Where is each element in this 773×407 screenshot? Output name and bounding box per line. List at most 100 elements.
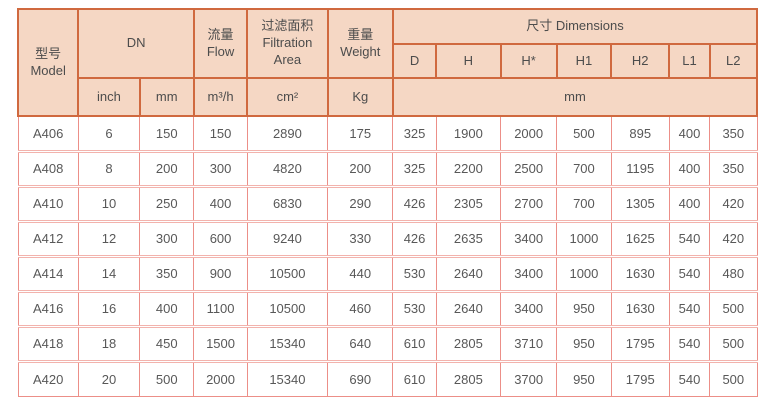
cell-dim-h2: 1630 xyxy=(610,289,670,327)
cell-dn-mm: 150 xyxy=(139,115,195,152)
header-flow: 流量 Flow xyxy=(192,8,249,79)
unit-dimensions-mm: mm xyxy=(391,77,759,117)
cell-weight: 290 xyxy=(327,184,394,222)
table-header: 型号 Model DN 流量 Flow 过滤面积 Filtration Area… xyxy=(16,8,759,117)
cell-dim-l2: 350 xyxy=(709,115,758,152)
table-row: A408 8 200 300 4820 200 325 2200 2500 70… xyxy=(17,149,758,187)
cell-dim-h2: 1625 xyxy=(610,219,670,257)
header-model: 型号 Model xyxy=(16,8,80,117)
cell-dim-d: 325 xyxy=(392,149,437,187)
cell-flow: 150 xyxy=(193,115,248,152)
cell-dn-inch: 18 xyxy=(77,324,141,362)
table-row: A406 6 150 150 2890 175 325 1900 2000 50… xyxy=(17,115,758,152)
cell-dim-d: 530 xyxy=(392,289,437,327)
cell-dim-l1: 540 xyxy=(668,254,711,292)
cell-filtration-area: 4820 xyxy=(246,149,329,187)
cell-filtration-area: 10500 xyxy=(246,254,329,292)
cell-dn-inch: 14 xyxy=(77,254,141,292)
cell-dim-l1: 400 xyxy=(668,184,711,222)
cell-dim-d: 325 xyxy=(392,115,437,152)
cell-dim-hstar: 3700 xyxy=(499,359,558,397)
cell-dim-l1: 540 xyxy=(668,219,711,257)
header-dim-h: H xyxy=(435,43,502,79)
cell-flow: 2000 xyxy=(193,359,248,397)
unit-dn-inch: inch xyxy=(77,77,141,117)
cell-dim-hstar: 3400 xyxy=(499,254,558,292)
cell-filtration-area: 9240 xyxy=(246,219,329,257)
cell-dim-h1: 1000 xyxy=(556,254,612,292)
cell-filtration-area: 6830 xyxy=(246,184,329,222)
cell-dim-hstar: 3400 xyxy=(499,289,558,327)
cell-model: A418 xyxy=(17,324,79,362)
cell-weight: 330 xyxy=(327,219,394,257)
unit-area: cm² xyxy=(246,77,329,117)
cell-dim-l2: 500 xyxy=(709,359,758,397)
cell-dim-l2: 500 xyxy=(709,324,758,362)
cell-weight: 175 xyxy=(327,115,394,152)
cell-dim-l1: 540 xyxy=(668,289,711,327)
cell-dim-hstar: 3710 xyxy=(499,324,558,362)
cell-weight: 440 xyxy=(327,254,394,292)
cell-flow: 300 xyxy=(193,149,248,187)
cell-dim-l2: 350 xyxy=(709,149,758,187)
cell-dim-l1: 540 xyxy=(668,359,711,397)
cell-dim-h: 1900 xyxy=(435,115,502,152)
header-row-units: inch mm m³/h cm² Kg mm xyxy=(18,77,759,117)
cell-dim-d: 530 xyxy=(392,254,437,292)
header-dim-h2: H2 xyxy=(610,43,671,79)
cell-dn-mm: 300 xyxy=(139,219,195,257)
cell-model: A414 xyxy=(17,254,79,292)
cell-dim-h2: 1795 xyxy=(610,359,670,397)
cell-dn-inch: 16 xyxy=(77,289,141,327)
cell-dim-h1: 950 xyxy=(556,289,612,327)
header-dim-l2: L2 xyxy=(708,43,759,79)
cell-dim-h1: 700 xyxy=(556,149,612,187)
cell-dim-h2: 1630 xyxy=(610,254,670,292)
cell-dim-l1: 400 xyxy=(668,149,711,187)
table-row: A418 18 450 1500 15340 640 610 2805 3710… xyxy=(17,324,758,362)
cell-dim-l2: 500 xyxy=(709,289,758,327)
cell-model: A412 xyxy=(17,219,79,257)
header-dimensions: 尺寸 Dimensions xyxy=(391,8,759,45)
cell-flow: 900 xyxy=(193,254,248,292)
cell-dim-d: 610 xyxy=(392,324,437,362)
table-row: A410 10 250 400 6830 290 426 2305 2700 7… xyxy=(17,184,758,222)
cell-dim-h2: 1195 xyxy=(610,149,670,187)
unit-weight: Kg xyxy=(326,77,394,117)
cell-dim-h1: 500 xyxy=(556,115,612,152)
header-row-dimension-columns: D H H* H1 H2 L1 L2 xyxy=(18,43,759,79)
spec-table: 型号 Model DN 流量 Flow 过滤面积 Filtration Area… xyxy=(16,8,759,397)
cell-dim-d: 426 xyxy=(392,219,437,257)
cell-dim-l2: 420 xyxy=(709,219,758,257)
cell-dn-inch: 8 xyxy=(77,149,141,187)
header-dim-l1: L1 xyxy=(668,43,711,79)
cell-weight: 200 xyxy=(327,149,394,187)
cell-model: A408 xyxy=(17,149,79,187)
cell-dim-h1: 950 xyxy=(556,324,612,362)
header-dim-d: D xyxy=(391,43,438,79)
cell-dim-h2: 895 xyxy=(610,115,670,152)
cell-dim-hstar: 2500 xyxy=(499,149,558,187)
table-row: A420 20 500 2000 15340 690 610 2805 3700… xyxy=(17,359,758,397)
cell-dim-l2: 480 xyxy=(709,254,758,292)
cell-dn-mm: 400 xyxy=(139,289,195,327)
cell-filtration-area: 2890 xyxy=(246,115,329,152)
cell-dim-h: 2805 xyxy=(435,324,502,362)
table-row: A414 14 350 900 10500 440 530 2640 3400 … xyxy=(17,254,758,292)
table-row: A412 12 300 600 9240 330 426 2635 3400 1… xyxy=(17,219,758,257)
cell-model: A420 xyxy=(17,359,79,397)
cell-model: A410 xyxy=(17,184,79,222)
header-dim-hstar: H* xyxy=(499,43,558,79)
header-filtration-area: 过滤面积 Filtration Area xyxy=(246,8,329,79)
cell-dim-h: 2200 xyxy=(435,149,502,187)
cell-dn-mm: 200 xyxy=(139,149,195,187)
cell-dn-mm: 450 xyxy=(139,324,195,362)
cell-flow: 1500 xyxy=(193,324,248,362)
cell-dn-mm: 350 xyxy=(139,254,195,292)
cell-dn-mm: 500 xyxy=(139,359,195,397)
table-body: A406 6 150 150 2890 175 325 1900 2000 50… xyxy=(17,115,758,397)
cell-weight: 460 xyxy=(327,289,394,327)
cell-dim-h: 2805 xyxy=(435,359,502,397)
table-row: A416 16 400 1100 10500 460 530 2640 3400… xyxy=(17,289,758,327)
cell-filtration-area: 15340 xyxy=(246,324,329,362)
